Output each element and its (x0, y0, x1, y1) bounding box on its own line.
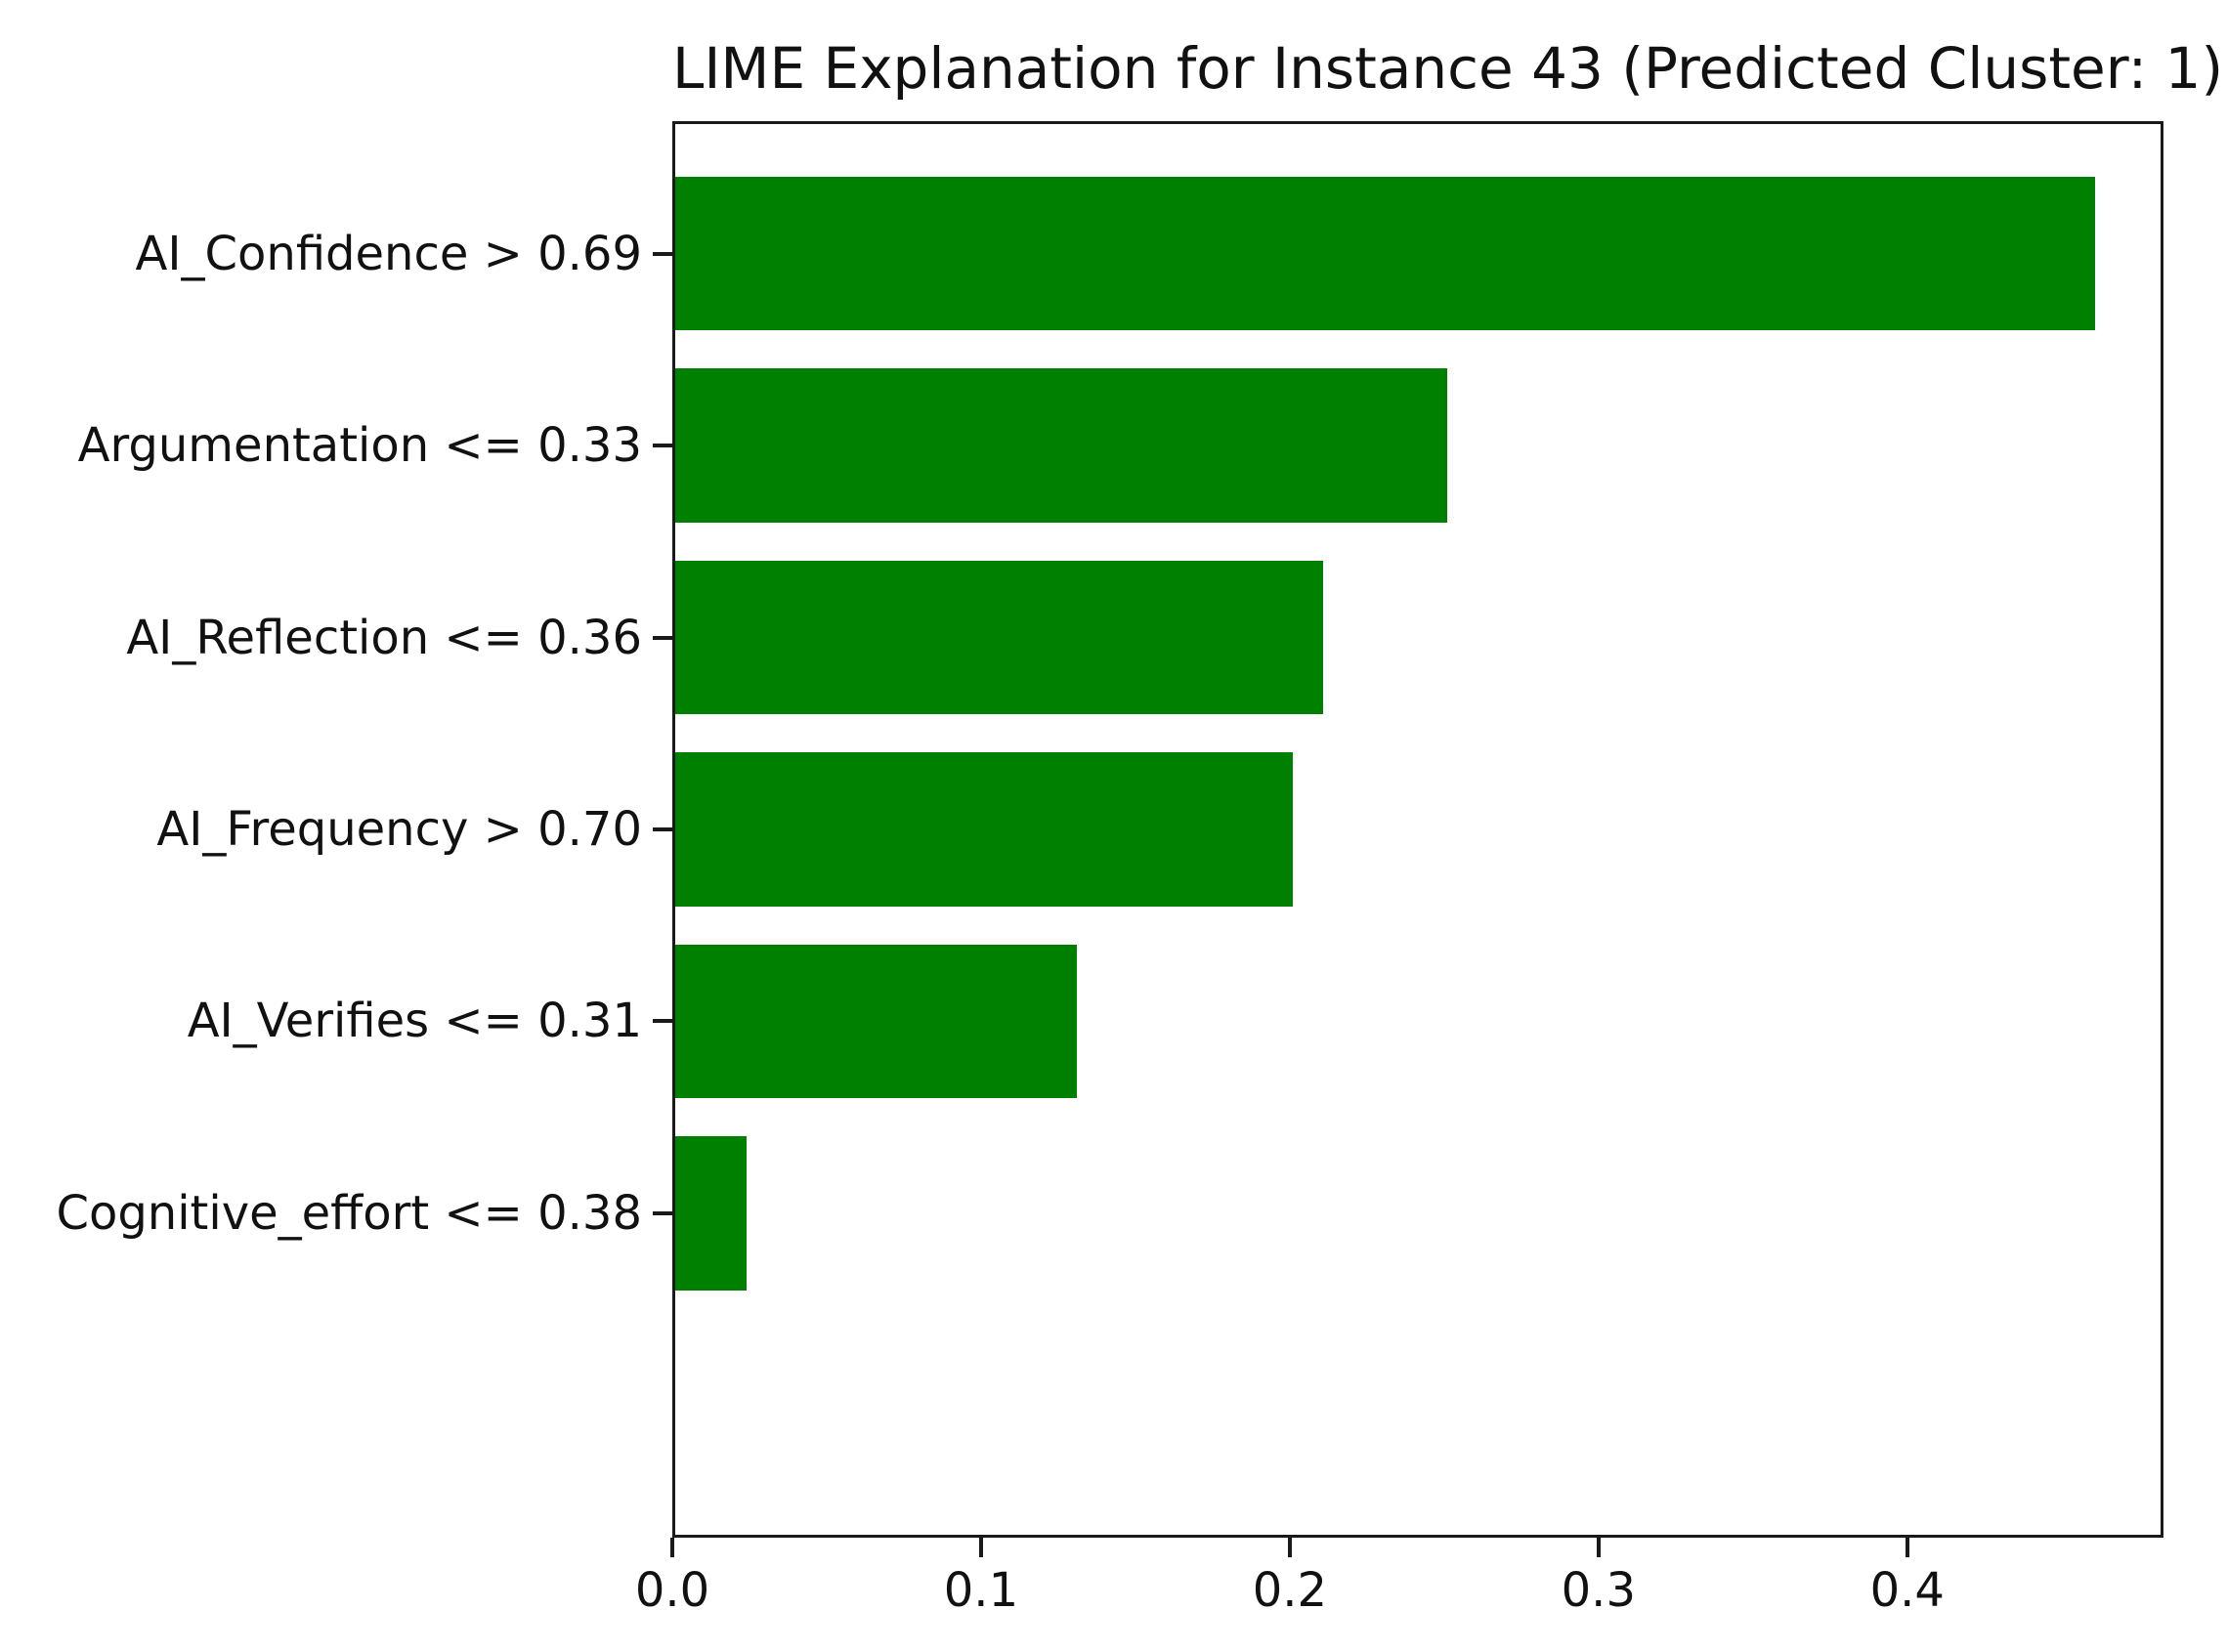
bar (675, 944, 1077, 1099)
x-tick-mark (1905, 1538, 1909, 1557)
bar (675, 1136, 747, 1291)
y-tick-label: AI_Verifies <= 0.31 (187, 994, 642, 1049)
y-tick-label: Argumentation <= 0.33 (77, 418, 642, 474)
x-tick-mark (978, 1538, 983, 1557)
bar (675, 560, 1324, 715)
x-tick-label: 0.1 (943, 1563, 1019, 1618)
y-tick-label: AI_Confidence > 0.69 (135, 226, 642, 281)
y-tick-label: AI_Frequency > 0.70 (156, 802, 642, 857)
y-tick-mark (653, 1019, 672, 1024)
x-tick-label: 0.4 (1869, 1563, 1945, 1618)
y-tick-mark (653, 251, 672, 256)
y-tick-mark (653, 635, 672, 640)
x-tick-mark (670, 1538, 674, 1557)
y-tick-mark (653, 444, 672, 448)
bar (675, 368, 1447, 523)
chart-title: LIME Explanation for Instance 43 (Predic… (672, 35, 2224, 102)
x-tick-label: 0.0 (634, 1563, 710, 1618)
bar (675, 752, 1293, 907)
x-tick-mark (1287, 1538, 1292, 1557)
x-tick-label: 0.3 (1561, 1563, 1636, 1618)
y-tick-label: Cognitive_effort <= 0.38 (56, 1185, 642, 1241)
x-tick-label: 0.2 (1252, 1563, 1328, 1618)
bar (675, 176, 2096, 331)
y-tick-label: AI_Reflection <= 0.36 (126, 610, 642, 665)
y-tick-mark (653, 827, 672, 831)
x-tick-mark (1596, 1538, 1601, 1557)
y-tick-mark (653, 1210, 672, 1215)
